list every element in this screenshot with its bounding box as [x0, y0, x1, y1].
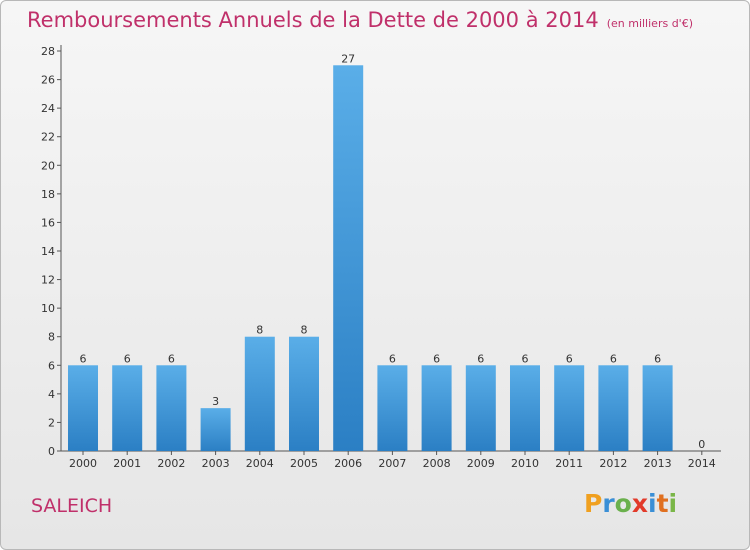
y-tick-label: 4	[48, 388, 55, 401]
bar-2005	[289, 336, 319, 451]
value-label-2014: 0	[698, 438, 705, 451]
bar-2006	[333, 65, 364, 452]
y-tick-label: 0	[48, 445, 55, 458]
chart-title: Remboursements Annuels de la Dette de 20…	[27, 8, 693, 32]
y-tick-label: 10	[41, 302, 55, 315]
bar-2011	[554, 365, 585, 451]
logo-letter: i	[668, 489, 678, 518]
y-tick-label: 24	[41, 102, 55, 115]
value-label-2004: 8	[256, 324, 263, 337]
y-tick-label: 20	[41, 159, 55, 172]
x-tick-label: 2011	[555, 457, 583, 470]
x-tick-label: 2000	[69, 457, 97, 470]
y-tick-label: 26	[41, 74, 55, 87]
bar-2009	[465, 365, 496, 451]
x-tick-label: 2008	[423, 457, 451, 470]
x-tick-label: 2009	[467, 457, 495, 470]
x-tick-label: 2010	[511, 457, 539, 470]
x-tick-label: 2013	[644, 457, 672, 470]
bar-2004	[244, 336, 275, 451]
y-tick-label: 2	[48, 416, 55, 429]
value-label-2008: 6	[433, 352, 440, 365]
bar-2010	[510, 365, 540, 451]
value-label-2013: 6	[654, 352, 661, 365]
logo-letter: o	[614, 489, 632, 518]
value-label-2002: 6	[168, 352, 175, 365]
bar-2000	[68, 365, 98, 451]
x-tick-label: 2004	[246, 457, 274, 470]
logo-letter: r	[602, 489, 615, 518]
bar-2001	[112, 365, 143, 451]
bar-2008	[421, 365, 452, 451]
value-label-2006: 27	[341, 52, 355, 65]
x-tick-label: 2003	[202, 457, 230, 470]
y-tick-label: 16	[41, 216, 55, 229]
y-tick-label: 22	[41, 131, 55, 144]
y-tick-label: 14	[41, 245, 55, 258]
value-label-2005: 8	[301, 324, 308, 337]
x-tick-label: 2006	[334, 457, 362, 470]
value-label-2011: 6	[566, 352, 573, 365]
bar-2007	[377, 365, 408, 451]
value-label-2000: 6	[80, 352, 87, 365]
title-text: Remboursements Annuels de la Dette de 20…	[27, 8, 599, 32]
bar-2013	[642, 365, 673, 451]
value-label-2001: 6	[124, 352, 131, 365]
bar-2002	[156, 365, 187, 451]
value-label-2007: 6	[389, 352, 396, 365]
logo-letter: i	[648, 489, 657, 518]
bar-2003	[200, 408, 231, 451]
x-tick-label: 2007	[378, 457, 406, 470]
x-tick-label: 2005	[290, 457, 318, 470]
y-tick-label: 6	[48, 359, 55, 372]
x-tick-label: 2014	[688, 457, 716, 470]
unit-note: (en milliers d'€)	[606, 17, 693, 30]
x-tick-label: 2001	[113, 457, 141, 470]
location-name: SALEICH	[31, 495, 113, 517]
logo-letter: x	[631, 489, 648, 518]
bar-2012	[598, 365, 629, 451]
y-tick-label: 28	[41, 45, 55, 58]
y-tick-label: 12	[41, 274, 55, 287]
value-label-2010: 6	[522, 352, 529, 365]
value-label-2009: 6	[477, 352, 484, 365]
value-label-2003: 3	[212, 395, 219, 408]
logo-letter: P	[584, 489, 603, 518]
x-tick-label: 2012	[599, 457, 627, 470]
logo-letter: t	[656, 489, 669, 518]
y-tick-label: 18	[41, 188, 55, 201]
proxiti-logo: Proxiti	[584, 489, 677, 518]
y-tick-label: 8	[48, 331, 55, 344]
x-tick-label: 2002	[157, 457, 185, 470]
value-label-2012: 6	[610, 352, 617, 365]
